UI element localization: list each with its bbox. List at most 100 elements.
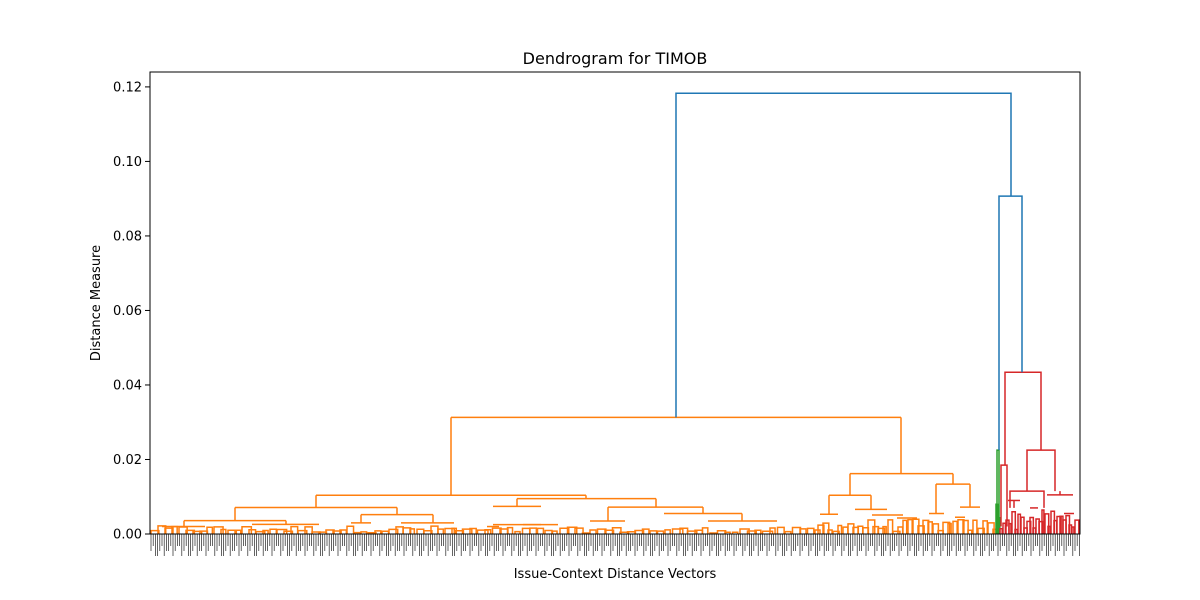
dendrogram-link xyxy=(1056,515,1062,534)
y-tick-label: 0.00 xyxy=(113,528,142,543)
dendrogram-link xyxy=(574,527,584,534)
y-tick-label: 0.12 xyxy=(113,80,142,95)
dendrogram-link xyxy=(437,528,445,534)
dendrogram-link xyxy=(822,522,830,534)
dendrogram-link xyxy=(776,526,785,534)
dendrogram-link xyxy=(827,529,833,534)
dendrogram-link xyxy=(664,529,671,534)
dendrogram-link xyxy=(192,530,203,534)
dendrogram-link xyxy=(641,528,650,534)
dendrogram-link xyxy=(912,518,920,534)
dendrogram-link xyxy=(367,531,377,534)
dendrogram-link xyxy=(999,527,1003,534)
dendrogram-link xyxy=(454,529,465,534)
dendrogram-link xyxy=(311,531,321,534)
dendrogram-link xyxy=(769,527,776,534)
dendrogram-link xyxy=(185,529,196,534)
dendrogram-link xyxy=(164,527,174,534)
dendrogram-link xyxy=(581,532,590,534)
dendrogram-link xyxy=(967,529,973,534)
dendrogram-link xyxy=(469,527,477,534)
dendrogram-link xyxy=(619,531,630,534)
dendrogram-link xyxy=(374,530,382,534)
plot-frame xyxy=(149,71,1081,535)
dendrogram-link xyxy=(423,529,433,534)
dendrogram-link xyxy=(611,527,622,534)
dendrogram-link xyxy=(388,528,399,534)
dendrogram-link xyxy=(675,92,1012,418)
dendrogram-link xyxy=(283,530,294,534)
dendrogram-link xyxy=(701,527,709,534)
dendrogram-link xyxy=(604,529,615,534)
dendrogram-link xyxy=(754,529,762,534)
dendrogram-link xyxy=(1008,522,1012,534)
dendrogram-link xyxy=(1071,526,1075,534)
dendrogram-link xyxy=(977,527,985,534)
dendrogram-link xyxy=(1074,519,1080,534)
dendrogram-link xyxy=(902,519,908,534)
dendrogram-link xyxy=(409,528,416,534)
dendrogram-link xyxy=(1044,513,1050,534)
dendrogram-link xyxy=(987,522,995,534)
y-axis: 0.00 0.02 0.04 0.06 0.08 0.10 0.12 xyxy=(113,80,150,543)
dendrogram-link xyxy=(709,532,718,534)
dendrogram-link xyxy=(649,530,658,534)
dendrogram-link xyxy=(887,519,894,534)
dendrogram-link xyxy=(998,195,1023,451)
chart-title: Dendrogram for TIMOB xyxy=(523,49,708,68)
dendrogram-links xyxy=(150,92,1080,534)
dendrogram-link xyxy=(596,528,607,534)
dendrogram-link xyxy=(506,526,514,534)
dendrogram-link xyxy=(491,527,502,534)
dendrogram-link xyxy=(952,520,958,534)
dendrogram-link xyxy=(996,449,1000,520)
dendrogram-link xyxy=(476,529,489,534)
y-tick-label: 0.06 xyxy=(113,304,142,319)
dendrogram-link xyxy=(529,527,538,534)
dendrogram-link xyxy=(262,529,269,534)
dendrogram-link xyxy=(461,528,473,534)
dendrogram-link xyxy=(1000,464,1008,527)
dendrogram-link xyxy=(150,529,160,534)
dendrogram-link xyxy=(332,530,342,534)
dendrogram-link xyxy=(220,528,227,534)
dendrogram-link xyxy=(957,518,965,534)
dendrogram-link xyxy=(1020,516,1025,534)
dendrogram-link xyxy=(1009,490,1045,508)
dendrogram-link xyxy=(589,529,597,534)
dendrogram-link xyxy=(1011,510,1017,534)
dendrogram-link xyxy=(634,529,645,534)
leaf-tick-labels xyxy=(150,534,1080,556)
dendrogram-link xyxy=(484,529,492,534)
y-tick-label: 0.10 xyxy=(113,155,142,170)
dendrogram-link xyxy=(255,530,266,534)
y-axis-label: Distance Measure xyxy=(89,245,104,361)
dendrogram-link xyxy=(1004,371,1042,466)
dendrogram-link xyxy=(832,530,840,534)
dendrogram-link xyxy=(227,529,238,534)
dendrogram-link xyxy=(806,527,815,534)
dendrogram-link xyxy=(837,524,843,534)
dendrogram-link xyxy=(213,526,224,534)
dendrogram-link xyxy=(304,526,313,534)
dendrogram-link xyxy=(551,530,558,534)
dendrogram-link xyxy=(360,531,368,534)
dendrogram-link xyxy=(907,518,913,534)
dendrogram-link xyxy=(1026,449,1056,492)
dendrogram-link xyxy=(234,529,242,534)
dendrogram-link xyxy=(882,525,887,534)
dendrogram-link xyxy=(917,525,925,534)
dendrogram-link xyxy=(877,527,886,534)
dendrogram-link xyxy=(972,519,978,534)
dendrogram-link xyxy=(942,521,951,534)
y-tick-label: 0.02 xyxy=(113,453,142,468)
dendrogram-link xyxy=(761,530,774,534)
dendrogram-link xyxy=(724,531,731,534)
dendrogram-link xyxy=(932,523,940,534)
dendrogram-link xyxy=(671,528,684,534)
dendrogram-link xyxy=(171,525,178,534)
y-tick-label: 0.08 xyxy=(113,229,142,244)
dendrogram-link xyxy=(514,530,521,534)
